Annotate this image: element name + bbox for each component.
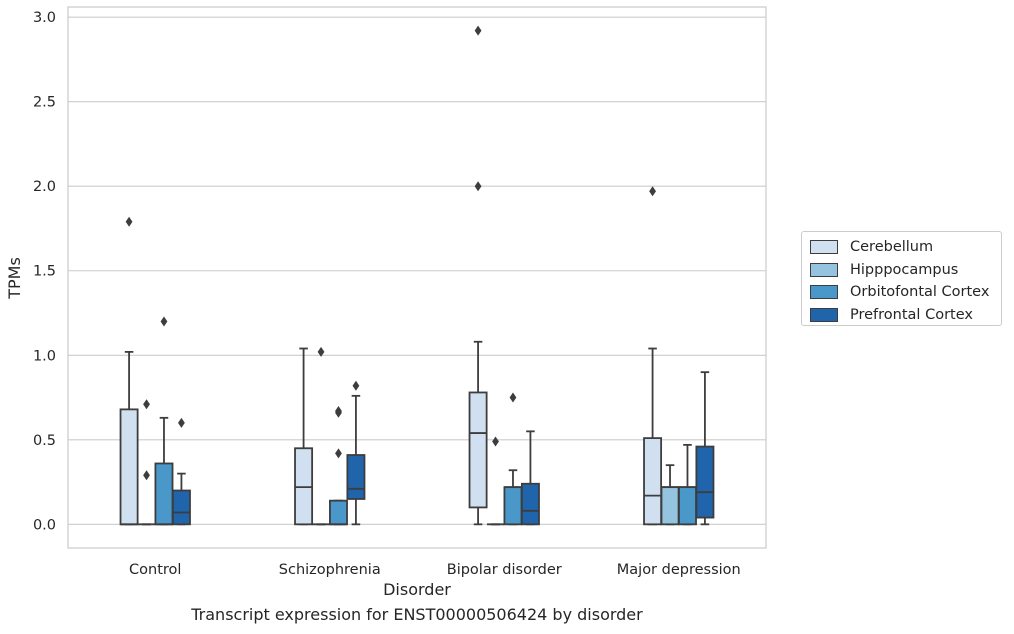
outlier-point xyxy=(492,436,499,447)
outlier-point xyxy=(352,380,360,391)
box xyxy=(520,482,540,526)
outlier-point xyxy=(474,25,482,36)
legend-label: Orbitofontal Cortex xyxy=(850,284,990,301)
legend-swatch xyxy=(810,307,838,322)
box-prefrontal-cortex-control xyxy=(171,417,191,526)
outlier-point xyxy=(335,406,342,417)
box-cerebellum-control xyxy=(119,216,139,526)
legend-label: Cerebellum xyxy=(850,239,934,256)
y-tick-label: 0.5 xyxy=(33,433,56,449)
box xyxy=(154,462,174,526)
outlier-point xyxy=(335,448,342,459)
legend: Cerebellum Hipppocampus Orbitofontal Corte… xyxy=(801,231,1002,326)
box xyxy=(643,437,663,526)
legend-item: Prefrontal Cortex xyxy=(810,304,1001,327)
legend-item: Hipppocampus xyxy=(810,259,1001,282)
x-tick-label: Schizophrenia xyxy=(279,562,381,578)
outlier-point xyxy=(125,216,133,227)
box-cerebellum-schizophrenia xyxy=(294,347,314,526)
outlier-point xyxy=(160,316,168,327)
outlier-point xyxy=(317,346,325,357)
box xyxy=(171,489,191,526)
y-tick-label: 2.5 xyxy=(33,95,56,111)
outlier-point xyxy=(649,186,656,197)
box-groups xyxy=(119,25,715,526)
y-tick-label: 2.0 xyxy=(33,179,56,195)
x-axis-label: Disorder xyxy=(383,580,451,599)
box-hipppocampus-schizophrenia xyxy=(312,346,330,526)
box-orbitofontal-cortex-control xyxy=(154,316,174,526)
legend-label: Hipppocampus xyxy=(850,261,959,278)
legend-swatch xyxy=(810,240,838,255)
box xyxy=(468,391,488,509)
outlier-point xyxy=(178,417,185,428)
y-tick-label: 1.0 xyxy=(33,348,56,364)
outlier-point xyxy=(509,392,517,403)
box-cerebellum-major-depression xyxy=(643,186,663,526)
box-hipppocampus-bipolar-disorder xyxy=(486,436,505,526)
box-orbitofontal-cortex-schizophrenia xyxy=(329,406,348,526)
x-tick-label: Control xyxy=(129,562,181,578)
figure-caption: Transcript expression for ENST0000050642… xyxy=(191,605,643,624)
box xyxy=(678,486,697,526)
box-prefrontal-cortex-bipolar-disorder xyxy=(520,430,540,526)
box-prefrontal-cortex-major-depression xyxy=(695,371,715,526)
box xyxy=(660,486,680,526)
box-hipppocampus-control xyxy=(137,399,156,526)
y-axis-label: TPMs xyxy=(5,257,24,300)
box xyxy=(329,499,348,526)
y-tick-labels: 0.0 0.5 1.0 1.5 2.0 2.5 3.0 xyxy=(33,10,56,533)
y-tick-label: 3.0 xyxy=(33,10,56,26)
outlier-point xyxy=(143,399,150,410)
box xyxy=(119,408,139,526)
outlier-point xyxy=(474,181,482,192)
y-tick-label: 0.0 xyxy=(33,517,56,533)
y-tick-label: 1.5 xyxy=(33,264,56,280)
x-tick-label: Bipolar disorder xyxy=(447,562,562,578)
legend-item: Cerebellum xyxy=(810,236,1001,259)
x-tick-label: Major depression xyxy=(617,562,741,578)
legend-item: Orbitofontal Cortex xyxy=(810,281,1001,304)
legend-swatch xyxy=(810,262,838,277)
box xyxy=(503,486,523,526)
gridlines xyxy=(68,16,766,525)
box-hipppocampus-major-depression xyxy=(660,464,680,526)
box xyxy=(695,445,715,519)
outlier-point xyxy=(143,470,150,481)
plot-frame xyxy=(67,6,767,549)
box-prefrontal-cortex-schizophrenia xyxy=(346,380,366,526)
box-orbitofontal-cortex-major-depression xyxy=(678,443,697,526)
box-orbitofontal-cortex-bipolar-disorder xyxy=(503,392,523,526)
box xyxy=(346,454,366,500)
x-tick-labels: Control Schizophrenia Bipolar disorder Majo… xyxy=(129,562,741,578)
legend-swatch xyxy=(810,285,838,300)
box-cerebellum-bipolar-disorder xyxy=(468,25,488,526)
legend-label: Prefrontal Cortex xyxy=(850,306,973,323)
